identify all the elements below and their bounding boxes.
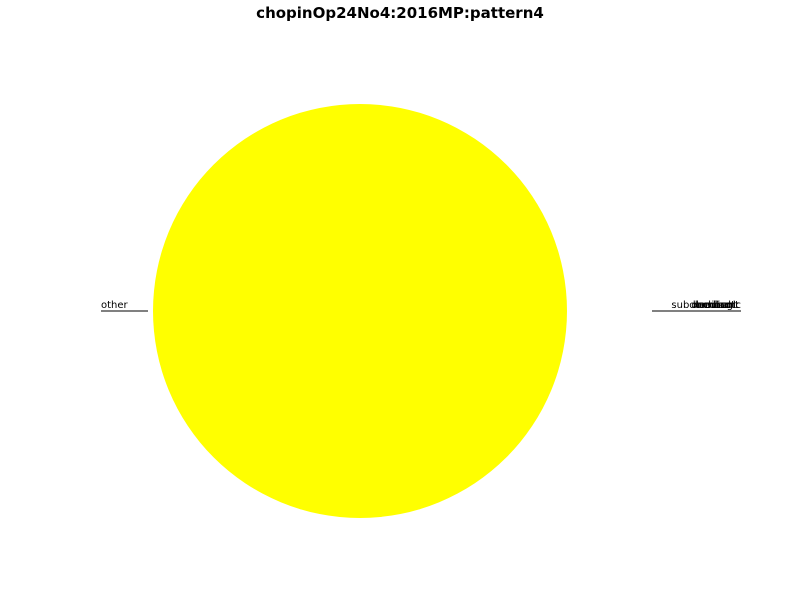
pie-slice-other bbox=[153, 104, 567, 518]
pie-label-chord: chord bbox=[703, 300, 731, 311]
pie-slices bbox=[153, 104, 567, 518]
pie-labels: other tonicdominantsubdominantmediantlead… bbox=[101, 300, 741, 312]
pie-label-mediant: mediant bbox=[694, 300, 735, 311]
pie-label-dominant: dominant bbox=[691, 300, 739, 311]
chart-title: chopinOp24No4:2016MP:pattern4 bbox=[256, 4, 544, 22]
pie-label-subdominant: subdominant bbox=[671, 300, 737, 311]
pie-label-other: other bbox=[101, 300, 129, 311]
pie-label-tonic: tonic bbox=[716, 300, 741, 311]
pie-label-leading: leading bbox=[696, 300, 733, 311]
